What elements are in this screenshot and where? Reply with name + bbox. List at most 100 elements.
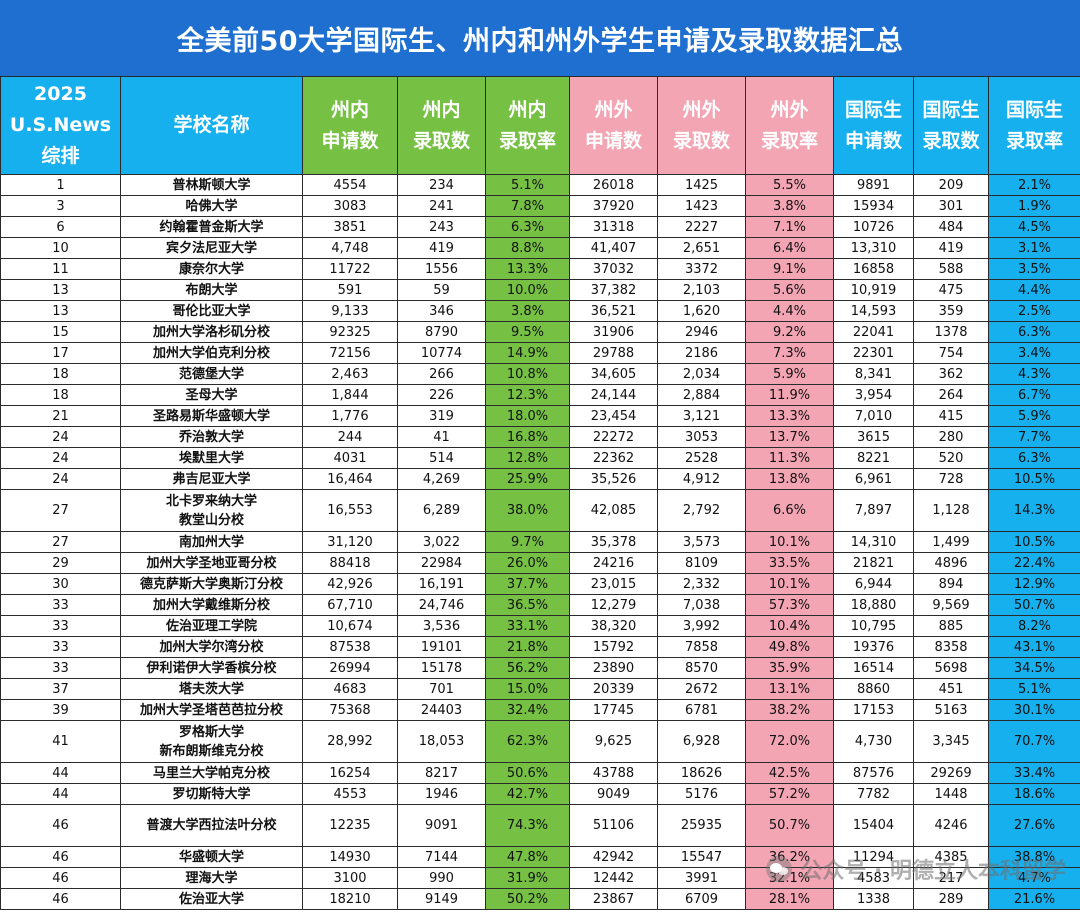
cell-in-state-admits: 9149 — [397, 888, 486, 910]
cell-intl-apps: 6,961 — [833, 468, 914, 490]
table-row: 24 埃默里大学 4031 514 12.8% 22362 2528 11.3% 8221 520… — [0, 447, 1080, 469]
cell-intl-rate: 43.1% — [988, 636, 1080, 658]
cell-in-state-rate: 18.0% — [485, 405, 570, 427]
cell-rank: 3 — [0, 195, 121, 217]
cell-rank: 37 — [0, 678, 121, 700]
cell-intl-rate: 1.9% — [988, 195, 1080, 217]
cell-intl-admits: 4385 — [913, 846, 989, 868]
cell-out-state-admits: 3991 — [657, 867, 746, 889]
cell-in-state-admits: 6,289 — [397, 489, 486, 532]
cell-out-state-apps: 37920 — [569, 195, 658, 217]
cell-in-state-admits: 990 — [397, 867, 486, 889]
cell-out-state-rate: 33.5% — [745, 552, 834, 574]
cell-school: 加州大学尔湾分校 — [120, 636, 303, 658]
cell-intl-rate: 4.5% — [988, 216, 1080, 238]
cell-out-state-admits: 1425 — [657, 174, 746, 196]
cell-intl-rate: 14.3% — [988, 489, 1080, 532]
cell-in-state-rate: 56.2% — [485, 657, 570, 679]
cell-intl-rate: 27.6% — [988, 804, 1080, 847]
cell-intl-rate: 6.3% — [988, 447, 1080, 469]
cell-out-state-admits: 6,928 — [657, 720, 746, 763]
cell-out-state-apps: 31906 — [569, 321, 658, 343]
cell-intl-rate: 10.5% — [988, 468, 1080, 490]
cell-intl-admits: 359 — [913, 300, 989, 322]
cell-rank: 30 — [0, 573, 121, 595]
cell-out-state-admits: 2,332 — [657, 573, 746, 595]
cell-in-state-apps: 4683 — [302, 678, 398, 700]
cell-in-state-apps: 16254 — [302, 762, 398, 784]
cell-out-state-apps: 42942 — [569, 846, 658, 868]
cell-in-state-apps: 88418 — [302, 552, 398, 574]
cell-intl-admits: 885 — [913, 615, 989, 637]
cell-intl-admits: 484 — [913, 216, 989, 238]
cell-intl-admits: 1,499 — [913, 531, 989, 553]
cell-intl-apps: 3615 — [833, 426, 914, 448]
cell-out-state-admits: 8109 — [657, 552, 746, 574]
cell-in-state-admits: 1946 — [397, 783, 486, 805]
table-row: 46 理海大学 3100 990 31.9% 12442 3991 32.1% 4583 217 4… — [0, 867, 1080, 889]
cell-out-state-apps: 22362 — [569, 447, 658, 469]
cell-in-state-admits: 24403 — [397, 699, 486, 721]
cell-school: 塔夫茨大学 — [120, 678, 303, 700]
cell-in-state-rate: 5.1% — [485, 174, 570, 196]
cell-rank: 13 — [0, 300, 121, 322]
cell-rank: 46 — [0, 888, 121, 910]
cell-out-state-admits: 6709 — [657, 888, 746, 910]
cell-out-state-apps: 35,526 — [569, 468, 658, 490]
table-row: 11 康奈尔大学 11722 1556 13.3% 37032 3372 9.1% 16858 5… — [0, 258, 1080, 280]
cell-intl-apps: 8221 — [833, 447, 914, 469]
cell-in-state-apps: 16,553 — [302, 489, 398, 532]
cell-intl-admits: 362 — [913, 363, 989, 385]
cell-out-state-apps: 43788 — [569, 762, 658, 784]
cell-out-state-rate: 5.6% — [745, 279, 834, 301]
cell-out-state-apps: 12442 — [569, 867, 658, 889]
cell-intl-admits: 1,128 — [913, 489, 989, 532]
cell-in-state-apps: 4554 — [302, 174, 398, 196]
cell-in-state-apps: 87538 — [302, 636, 398, 658]
cell-out-state-apps: 41,407 — [569, 237, 658, 259]
cell-intl-apps: 10,795 — [833, 615, 914, 637]
cell-out-state-rate: 7.3% — [745, 342, 834, 364]
cell-out-state-admits: 25935 — [657, 804, 746, 847]
cell-out-state-admits: 8570 — [657, 657, 746, 679]
table-row: 27 南加州大学 31,120 3,022 9.7% 35,378 3,573 10.1% 14… — [0, 531, 1080, 553]
cell-in-state-apps: 9,133 — [302, 300, 398, 322]
cell-in-state-apps: 26994 — [302, 657, 398, 679]
cell-out-state-rate: 9.1% — [745, 258, 834, 280]
cell-intl-rate: 38.8% — [988, 846, 1080, 868]
table-row: 13 布朗大学 591 59 10.0% 37,382 2,103 5.6% 10,919 475… — [0, 279, 1080, 301]
cell-out-state-apps: 17745 — [569, 699, 658, 721]
cell-out-state-admits: 2,034 — [657, 363, 746, 385]
cell-in-state-apps: 18210 — [302, 888, 398, 910]
cell-in-state-rate: 38.0% — [485, 489, 570, 532]
cell-intl-apps: 1338 — [833, 888, 914, 910]
cell-in-state-rate: 31.9% — [485, 867, 570, 889]
cell-in-state-rate: 12.3% — [485, 384, 570, 406]
admissions-table: 2025 U.S.News 综排 学校名称 州内 申请数 州内 录取数 州内 录… — [0, 76, 1080, 910]
cell-rank: 17 — [0, 342, 121, 364]
table-row: 46 佐治亚大学 18210 9149 50.2% 23867 6709 28.1% 1338 2… — [0, 888, 1080, 910]
cell-intl-apps: 16858 — [833, 258, 914, 280]
table-row: 24 乔治敦大学 244 41 16.8% 22272 3053 13.7% 3615 280 7.… — [0, 426, 1080, 448]
cell-out-state-rate: 32.1% — [745, 867, 834, 889]
table-row: 39 加州大学圣塔芭芭拉分校 75368 24403 32.4% 17745 6781 38.… — [0, 699, 1080, 721]
table-row: 1 普林斯顿大学 4554 234 5.1% 26018 1425 5.5% 9891 209 2.… — [0, 174, 1080, 196]
header-in-state-admits: 州内 录取数 — [397, 76, 486, 175]
cell-school: 康奈尔大学 — [120, 258, 303, 280]
cell-school: 德克萨斯大学奥斯汀分校 — [120, 573, 303, 595]
cell-intl-apps: 8860 — [833, 678, 914, 700]
cell-intl-apps: 10726 — [833, 216, 914, 238]
cell-intl-admits: 29269 — [913, 762, 989, 784]
cell-rank: 46 — [0, 867, 121, 889]
cell-rank: 44 — [0, 762, 121, 784]
cell-in-state-rate: 32.4% — [485, 699, 570, 721]
cell-in-state-rate: 50.2% — [485, 888, 570, 910]
cell-in-state-rate: 37.7% — [485, 573, 570, 595]
cell-out-state-admits: 15547 — [657, 846, 746, 868]
table-row: 33 加州大学戴维斯分校 67,710 24,746 36.5% 12,279 7,038 5… — [0, 594, 1080, 616]
cell-intl-admits: 280 — [913, 426, 989, 448]
cell-out-state-rate: 35.9% — [745, 657, 834, 679]
cell-in-state-apps: 244 — [302, 426, 398, 448]
cell-intl-apps: 17153 — [833, 699, 914, 721]
cell-out-state-rate: 72.0% — [745, 720, 834, 763]
